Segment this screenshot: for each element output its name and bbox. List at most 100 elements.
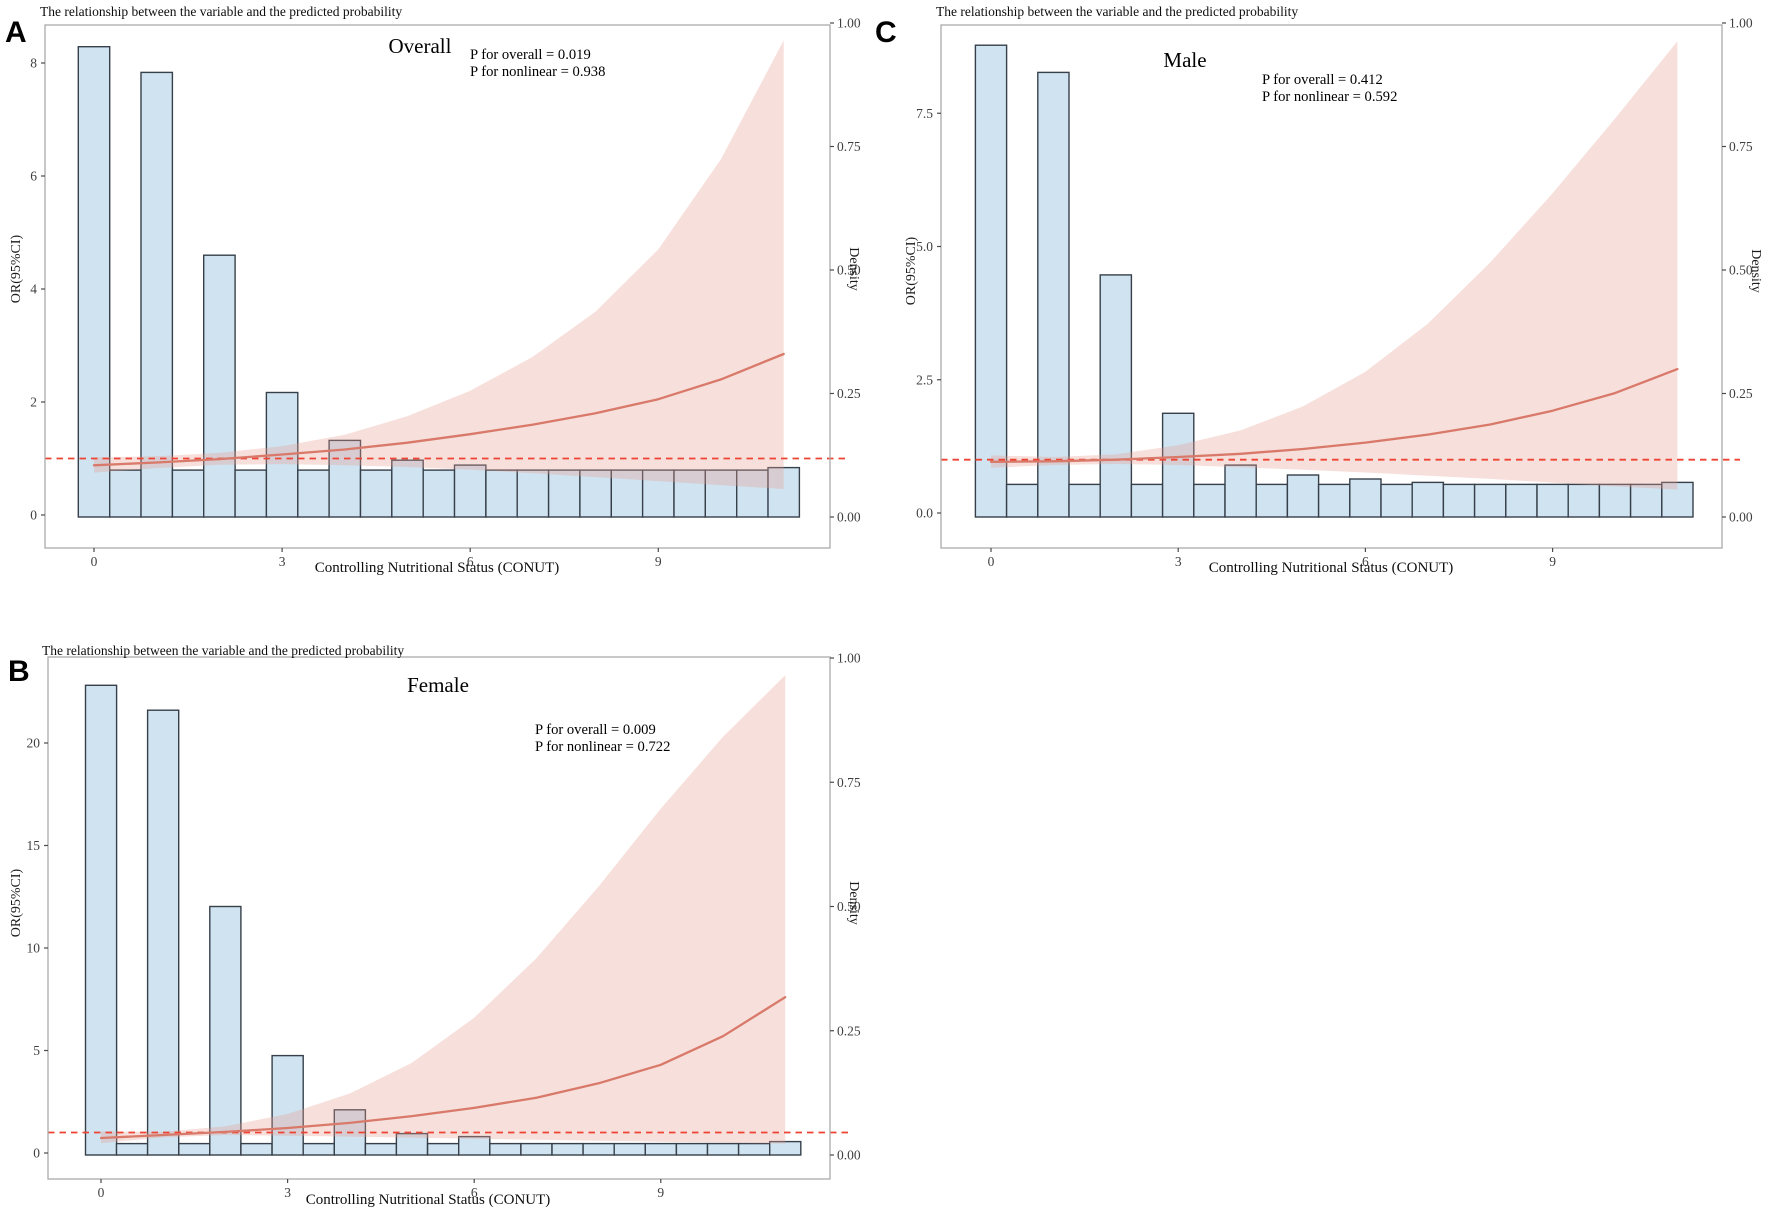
panel-b-p-nonlinear: P for nonlinear = 0.722 <box>535 739 671 755</box>
panel-c-or-tick-label: 2.5 <box>916 372 933 387</box>
panel-b-spline-line <box>99 996 787 1140</box>
panel-b-histogram-bar <box>582 1142 615 1156</box>
panel-a-histogram-bar <box>516 469 550 518</box>
panel-a-histogram-bar <box>547 469 581 518</box>
panel-a-histogram-bar <box>736 469 769 518</box>
panel-a-histogram-bar <box>453 464 487 518</box>
panel-b-or-tick-label: 5 <box>33 1043 40 1058</box>
panel-a-header: The relationship between the variable an… <box>40 4 403 19</box>
panel-c-p-nonlinear: P for nonlinear = 0.592 <box>1262 89 1398 105</box>
panel-c-histogram-bar <box>1380 483 1413 518</box>
panel-c-histogram-bar <box>1193 483 1226 518</box>
panel-a-or-tick-label: 4 <box>30 282 37 297</box>
panel-b-density-tick-label: 0.25 <box>837 1023 861 1038</box>
panel-c-letter: C <box>875 16 897 49</box>
panel-c-histogram-bar <box>1005 483 1039 518</box>
panel-b-histogram-bar <box>675 1142 709 1156</box>
panel-c-density-tick-label: 0.75 <box>1729 139 1753 154</box>
panel-c-x-axis-title: Controlling Nutritional Status (CONUT) <box>1208 560 1454 576</box>
panel-a-histogram-bar <box>579 469 613 518</box>
panel-b-histogram-bar <box>426 1142 460 1156</box>
panel-c-or-tick-label: 0.0 <box>916 506 933 521</box>
panel-b-histogram-bar <box>84 684 118 1156</box>
panel-c-histogram-bar <box>1349 478 1382 518</box>
panel-b-histogram-bar <box>769 1140 802 1156</box>
panel-c-border <box>940 24 1723 549</box>
panel-b-or-tick-label: 0 <box>33 1146 40 1161</box>
panel-b-histogram-bar <box>458 1135 491 1156</box>
panel-c-histogram-bar <box>1442 483 1476 518</box>
panel-b-histogram-bar <box>146 709 180 1156</box>
panel-b-or-tick-label: 20 <box>27 736 41 751</box>
panel-a-histogram-bar <box>673 469 707 518</box>
panel-a-density-tick-label: 0.50 <box>837 263 861 278</box>
panel-c-histogram-bar <box>1629 483 1663 518</box>
panel-c-x-tick-label: 6 <box>1362 554 1369 569</box>
panel-c-density-tick-label: 1.00 <box>1729 16 1753 31</box>
panel-a-or-tick-label: 6 <box>30 169 37 184</box>
panel-a-p-overall: P for overall = 0.019 <box>470 47 591 63</box>
panel-c-histogram-bar <box>1161 412 1195 518</box>
panel-b-histogram-bar <box>551 1142 584 1156</box>
panel-c-p-overall: P for overall = 0.412 <box>1262 72 1383 88</box>
panel-c-histogram-bar <box>1661 481 1694 518</box>
panel-a-x-tick-label: 6 <box>467 554 474 569</box>
panel-b-density-tick-label: 0.75 <box>837 775 861 790</box>
panel-a-or-tick-label: 8 <box>30 56 37 71</box>
panel-c-confidence-ribbon <box>991 41 1678 490</box>
panel-b-or-tick-label: 15 <box>27 838 41 853</box>
panel-b-density-tick-label: 0.50 <box>837 899 861 914</box>
panel-a-group-title: Overall <box>388 34 452 58</box>
panel-a-density-tick-label: 0.00 <box>837 510 861 525</box>
panel-a-confidence-ribbon <box>94 40 784 490</box>
panel-c-histogram-bar <box>1411 481 1445 518</box>
panel-b-histogram-bar <box>520 1142 553 1156</box>
panel-c-spline-line <box>989 367 1679 463</box>
panel-b-x-tick-label: 0 <box>98 1185 105 1200</box>
panel-b-group-title: Female <box>407 673 469 697</box>
panel-c-group-title: Male <box>1163 48 1207 72</box>
panel-a-histogram-bar <box>202 254 236 518</box>
panel-a-spline-line <box>92 352 785 467</box>
panel-a-histogram-bar <box>328 439 362 518</box>
panel-b-confidence-ribbon <box>101 675 786 1144</box>
panel-b-letter: B <box>8 655 30 688</box>
panel-c-histogram-bar <box>1068 483 1101 518</box>
panel-a-histogram-bar <box>297 469 330 518</box>
panel-c-histogram-bar <box>1224 464 1257 518</box>
panel-a-or-axis-title: OR(95%CI) <box>9 234 24 304</box>
panel-a-histogram-bar <box>391 459 424 518</box>
panel-b-x-axis-title: Controlling Nutritional Status (CONUT) <box>305 1192 551 1208</box>
panel-a-histogram-bar <box>171 469 205 518</box>
panel-c-histogram-bar <box>1598 483 1632 518</box>
panel-c-density-tick-label: 0.25 <box>1729 386 1753 401</box>
panel-c-or-axis-title: OR(95%CI) <box>904 236 919 306</box>
panel-b-p-overall: P for overall = 0.009 <box>535 722 656 738</box>
panel-b-x-tick-label: 6 <box>471 1185 478 1200</box>
panel-a-density-tick-label: 0.25 <box>837 386 861 401</box>
panel-c-histogram-bar <box>1505 483 1538 518</box>
panel-b-histogram-bar <box>115 1142 149 1156</box>
panel-b-histogram-bar <box>644 1142 678 1156</box>
panel-b-or-tick-label: 10 <box>27 941 41 956</box>
panel-a-histogram-bar <box>641 469 675 518</box>
panel-c-histogram-bar <box>1099 274 1133 518</box>
panel-b-x-tick-label: 9 <box>657 1185 664 1200</box>
panel-c-density-tick-label: 0.00 <box>1729 510 1753 525</box>
panel-a-or-tick-label: 0 <box>30 508 37 523</box>
panel-c-header: The relationship between the variable an… <box>936 4 1299 19</box>
panel-c-density-axis-title: Density <box>1748 249 1763 293</box>
panel-b-histogram-bar <box>178 1142 211 1156</box>
panel-a-density-tick-label: 1.00 <box>837 16 861 31</box>
panel-b-x-tick-label: 3 <box>284 1185 291 1200</box>
panel-b-histogram-bar <box>706 1142 740 1156</box>
panel-b-histogram-bar <box>271 1054 304 1156</box>
panel-b-or-axis-title: OR(95%CI) <box>9 868 24 938</box>
panel-a-x-tick-label: 0 <box>91 554 98 569</box>
panel-c-histogram-bar <box>1255 483 1289 518</box>
panel-b-histogram-bar <box>240 1142 273 1156</box>
panel-c-histogram-bar <box>974 44 1008 518</box>
panel-c-histogram-bar <box>1037 71 1070 518</box>
